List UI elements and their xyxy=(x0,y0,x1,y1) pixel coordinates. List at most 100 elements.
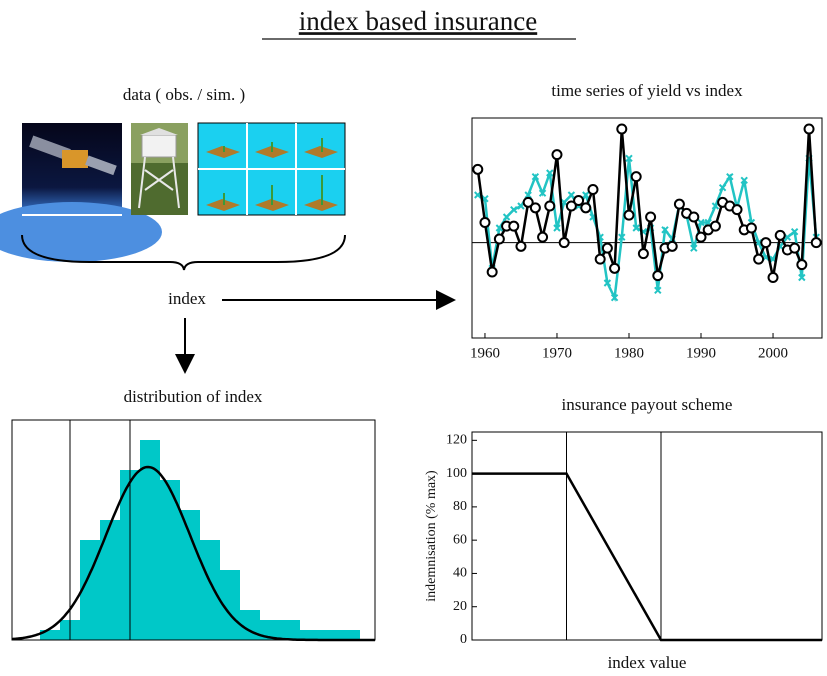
y-tick-label: 40 xyxy=(453,566,467,581)
x-tick-label: 1970 xyxy=(542,345,572,361)
series-line xyxy=(472,472,822,642)
point-marker xyxy=(690,244,698,252)
point-marker xyxy=(790,227,799,236)
point-marker xyxy=(603,279,612,287)
point-marker xyxy=(544,200,556,212)
y-tick-label: 120 xyxy=(446,433,467,448)
hist-bar xyxy=(280,620,300,640)
x-tick-label: 1980 xyxy=(614,345,644,361)
simulation-grid xyxy=(197,122,346,216)
point-marker xyxy=(810,237,822,249)
point-marker xyxy=(493,233,505,245)
brace xyxy=(21,234,346,271)
image-edge xyxy=(22,215,122,216)
index-label: index xyxy=(168,289,206,308)
point-marker xyxy=(479,217,491,228)
point-marker xyxy=(803,123,815,135)
point-marker xyxy=(609,262,621,274)
point-marker xyxy=(789,242,801,254)
point-marker xyxy=(567,191,576,199)
point-marker xyxy=(486,266,498,278)
x-tick-label: 1960 xyxy=(470,345,500,361)
hist-bar xyxy=(320,630,340,640)
point-marker xyxy=(594,253,606,265)
hist-bar xyxy=(260,620,280,640)
point-marker xyxy=(666,240,678,252)
plot-frame xyxy=(11,419,376,641)
point-marker xyxy=(601,242,613,254)
point-marker xyxy=(760,237,772,249)
point-marker xyxy=(573,195,585,206)
hist-bar xyxy=(300,630,320,640)
page-title: index based insurance xyxy=(299,6,537,36)
point-marker xyxy=(546,169,554,177)
point-marker xyxy=(580,202,592,214)
plot-frame xyxy=(471,431,823,641)
y-tick-label: 20 xyxy=(453,599,467,614)
point-marker xyxy=(618,233,626,241)
series-line xyxy=(477,158,818,303)
y-tick-label: 100 xyxy=(446,466,467,481)
point-marker xyxy=(798,273,806,282)
point-marker xyxy=(637,248,649,260)
x-axis-label: index value xyxy=(608,653,687,672)
y-tick-label: 0 xyxy=(460,632,467,647)
point-marker xyxy=(508,220,520,232)
hist-bar xyxy=(180,510,200,640)
point-marker xyxy=(726,172,734,181)
point-marker xyxy=(673,198,685,210)
point-marker xyxy=(645,211,657,223)
y-tick-label: 80 xyxy=(453,499,467,514)
point-marker xyxy=(587,184,599,195)
point-marker xyxy=(740,176,748,185)
point-marker xyxy=(767,272,779,283)
hist-bar xyxy=(140,440,160,640)
point-marker xyxy=(524,191,532,199)
x-tick-label: 1990 xyxy=(686,345,716,361)
chart-title: time series of yield vs index xyxy=(551,81,743,100)
y-tick-label: 60 xyxy=(453,532,467,547)
point-marker xyxy=(774,229,786,241)
y-axis-label: indemnisation (% max) xyxy=(424,470,439,602)
point-marker xyxy=(796,259,808,271)
point-marker xyxy=(551,149,563,161)
hist-bar xyxy=(240,610,260,640)
hist-bar xyxy=(100,520,120,640)
point-marker xyxy=(654,286,662,295)
x-tick-label: 2000 xyxy=(758,345,788,361)
point-marker xyxy=(753,253,765,265)
hist-bar xyxy=(220,570,240,640)
point-marker xyxy=(582,191,590,199)
point-marker xyxy=(623,209,635,221)
hist-bar xyxy=(340,630,360,640)
point-marker xyxy=(754,238,763,247)
point-marker xyxy=(531,172,540,181)
point-marker xyxy=(529,202,541,214)
point-marker xyxy=(515,240,527,252)
point-marker xyxy=(522,196,534,208)
point-marker xyxy=(709,220,721,232)
point-marker xyxy=(565,200,577,212)
chart-title: distribution of index xyxy=(124,387,263,406)
point-marker xyxy=(510,205,518,214)
hist-bar xyxy=(200,540,220,640)
point-marker xyxy=(472,163,484,175)
hist-bar xyxy=(40,630,60,640)
point-marker xyxy=(610,293,619,302)
point-marker xyxy=(632,224,640,232)
point-marker xyxy=(630,171,642,183)
point-marker xyxy=(625,154,633,163)
chart-title: insurance payout scheme xyxy=(562,395,733,414)
point-marker xyxy=(616,123,628,135)
point-marker xyxy=(688,211,700,223)
weather-station-image xyxy=(131,123,188,215)
point-marker xyxy=(537,231,549,243)
satellite-image xyxy=(0,123,162,262)
point-marker xyxy=(697,218,705,227)
point-marker xyxy=(695,231,707,243)
point-marker xyxy=(502,213,511,221)
point-marker xyxy=(661,226,669,234)
point-marker xyxy=(745,222,757,234)
plot-frame xyxy=(471,117,823,339)
